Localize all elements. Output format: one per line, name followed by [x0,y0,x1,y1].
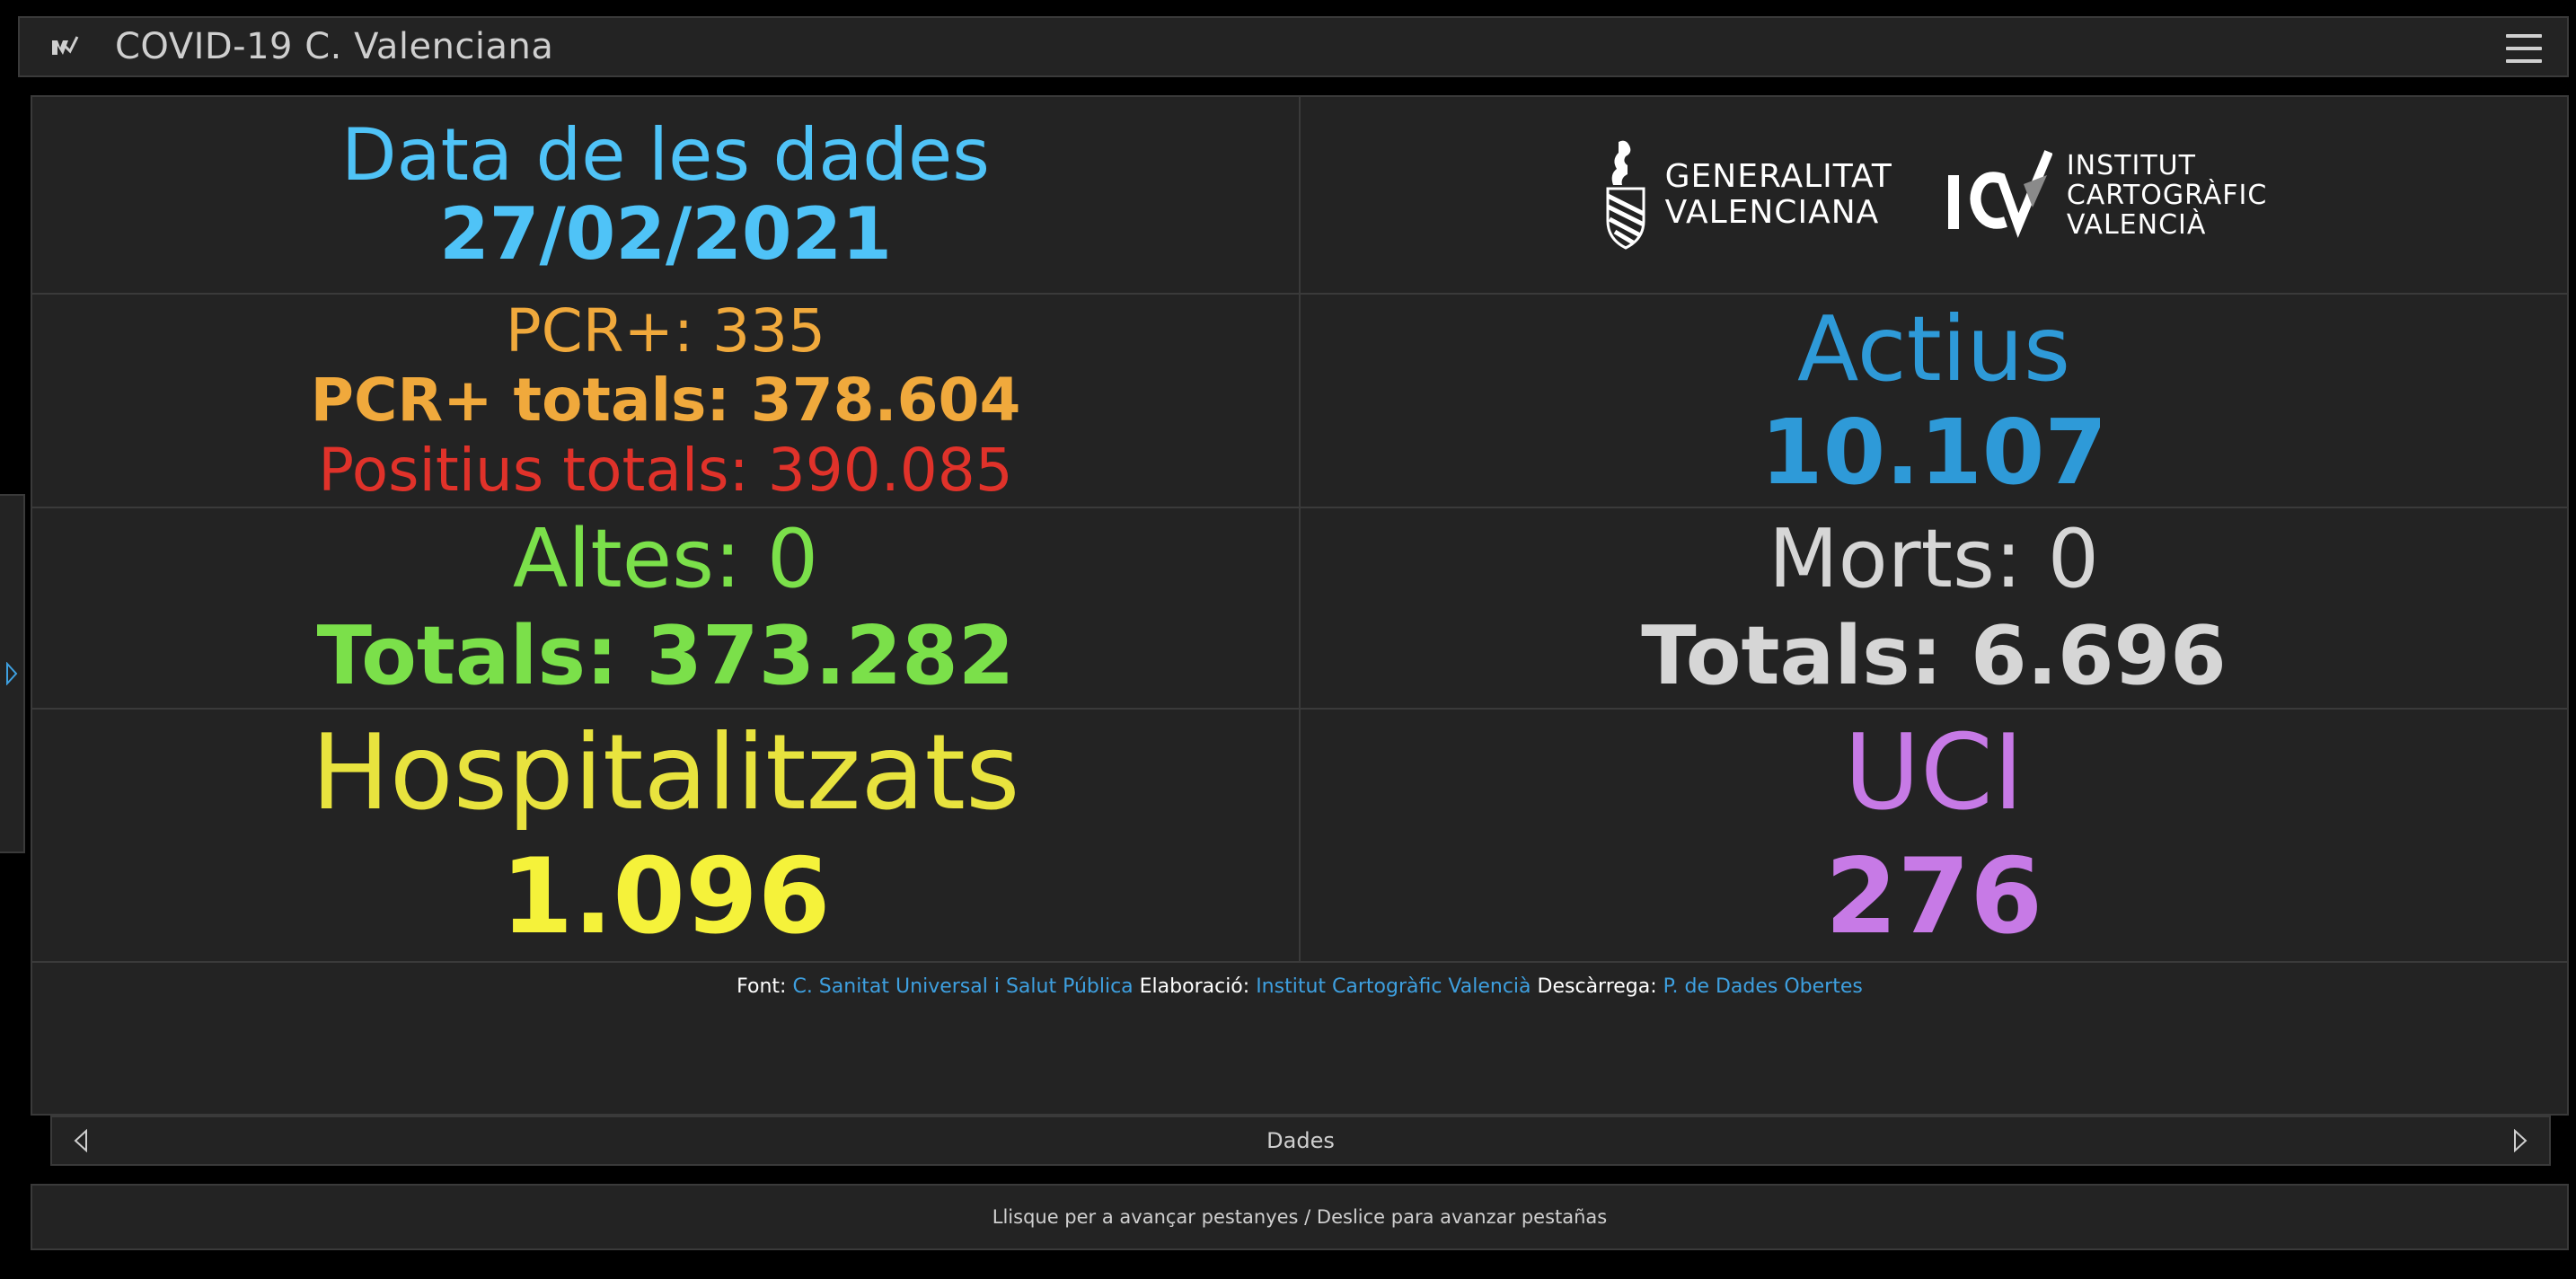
pager-title: Dades [1266,1128,1335,1153]
uci-cell: UCI 276 [1301,710,2567,963]
morts-cell: Morts: 0 Totals: 6.696 [1301,508,2567,710]
chevron-right-icon [2514,1129,2527,1152]
credits-font-label: Font: [737,975,787,998]
uci-value: 276 [1824,836,2043,957]
data-date-label: Data de les dades [341,113,990,197]
credits-elaboracio-link[interactable]: Institut Cartogràfic Valencià [1256,975,1531,998]
side-panel-toggle[interactable] [0,494,25,853]
credits-descarrega-label: Descàrrega: [1537,975,1657,998]
icv-logo: INSTITUT CARTOGRÀFIC VALENCIÀ [1946,148,2268,242]
dashboard-panel: Data de les dades 27/02/2021 GENERALITAT… [31,95,2569,1116]
positives-total: Positius totals: 390.085 [318,435,1013,505]
actius-cell: Actius 10.107 [1301,295,2567,508]
data-date-cell: Data de les dades 27/02/2021 [32,97,1301,295]
altes-daily: Altes: 0 [512,511,819,606]
logos-cell: GENERALITAT VALENCIANA INSTITUT CARTOGRÀ… [1301,97,2567,295]
icv-logo-line1: INSTITUT [2066,149,2196,181]
indicator-grid: Data de les dades 27/02/2021 GENERALITAT… [32,97,2567,963]
pcr-daily: PCR+: 335 [505,296,826,366]
app-title: COVID-19 C. Valenciana [115,26,554,67]
hamburger-menu-icon[interactable] [2506,31,2542,66]
chevron-right-icon [6,662,18,685]
header-bar: COVID-19 C. Valenciana [18,16,2569,77]
morts-daily: Morts: 0 [1768,511,2100,606]
pcr-cell: PCR+: 335 PCR+ totals: 378.604 Positius … [32,295,1301,508]
generalitat-shield-icon [1606,140,1645,250]
data-date-value: 27/02/2021 [439,192,892,276]
gv-logo-line2: VALENCIANA [1664,194,1880,231]
swipe-hint: Llisque per a avançar pestanyes / Deslic… [31,1184,2569,1250]
next-tab-button[interactable] [2508,1128,2533,1153]
credits-descarrega-link[interactable]: P. de Dades Obertes [1663,975,1863,998]
icv-mark-icon [1947,150,2052,238]
hospitalitzats-cell: Hospitalitzats 1.096 [32,710,1301,963]
icv-logo-line3: VALENCIÀ [2066,208,2207,241]
icv-logo-line2: CARTOGRÀFIC [2066,179,2268,211]
credits-elaboracio-label: Elaboració: [1139,975,1250,998]
credits-line: Font: C. Sanitat Universal i Salut Públi… [32,975,2567,998]
gv-logo-line1: GENERALITAT [1664,158,1892,196]
credits-font-link[interactable]: C. Sanitat Universal i Salut Pública [792,975,1134,998]
altes-cell: Altes: 0 Totals: 373.282 [32,508,1301,710]
generalitat-valenciana-logo: GENERALITAT VALENCIANA [1601,138,1892,251]
altes-total: Totals: 373.282 [316,609,1015,703]
hospitalitzats-label: Hospitalitzats [311,712,1020,834]
morts-total: Totals: 6.696 [1641,609,2227,703]
uci-label: UCI [1843,712,2025,834]
pcr-total: PCR+ totals: 378.604 [310,366,1021,436]
chevron-left-icon [74,1129,87,1152]
previous-tab-button[interactable] [68,1128,93,1153]
hospitalitzats-value: 1.096 [500,836,831,957]
actius-label: Actius [1796,296,2071,401]
tab-pager: Dades [50,1116,2551,1166]
actius-value: 10.107 [1760,400,2107,505]
dashboard-logo-icon [49,29,84,65]
